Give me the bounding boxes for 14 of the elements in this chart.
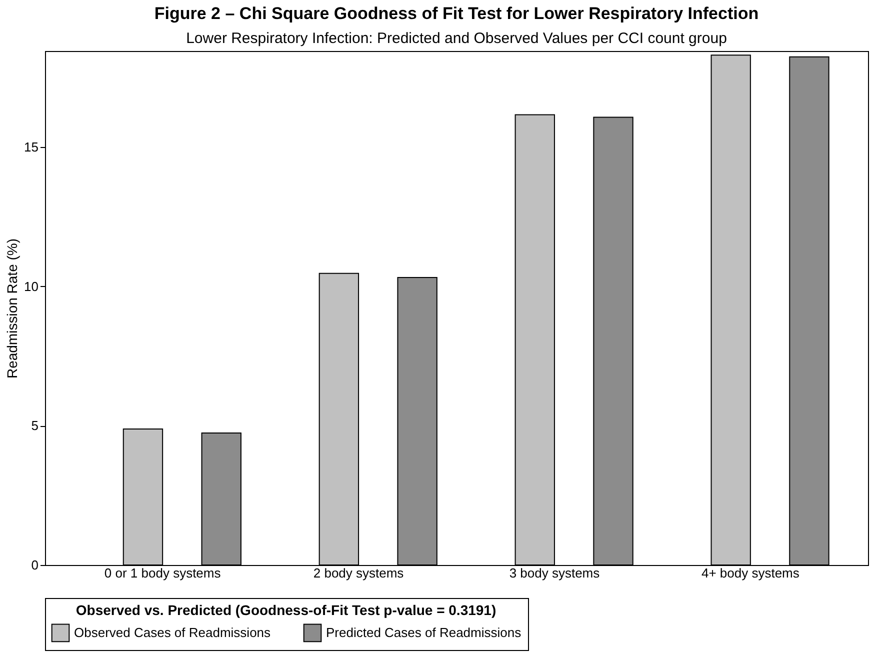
x-tick-label: 2 body systems [313, 566, 404, 580]
x-tick-label: 4+ body systems [701, 566, 800, 580]
legend-label: Predicted Cases of Readmissions [326, 624, 522, 640]
y-tick-label: 15 [24, 140, 38, 155]
y-tick-label: 0 [31, 558, 38, 572]
y-axis-title: Readmission Rate (%) [4, 238, 20, 379]
chart-subtitle: Lower Respiratory Infection: Predicted and Observed Values per CCI count group [186, 30, 727, 47]
chart-title: Figure 2 – Chi Square Goodness of Fit Test for Lower Respiratory Infection [154, 4, 759, 23]
legend-title: Observed vs. Predicted (Goodness-of-Fit Test p-value = 0.3191) [76, 602, 496, 618]
y-tick-label: 5 [31, 418, 38, 434]
x-tick-label: 3 body systems [509, 566, 600, 580]
legend-label: Observed Cases of Readmissions [74, 624, 272, 640]
y-tick-label: 10 [24, 278, 38, 294]
x-tick-label: 0 or 1 body systems [104, 566, 222, 580]
